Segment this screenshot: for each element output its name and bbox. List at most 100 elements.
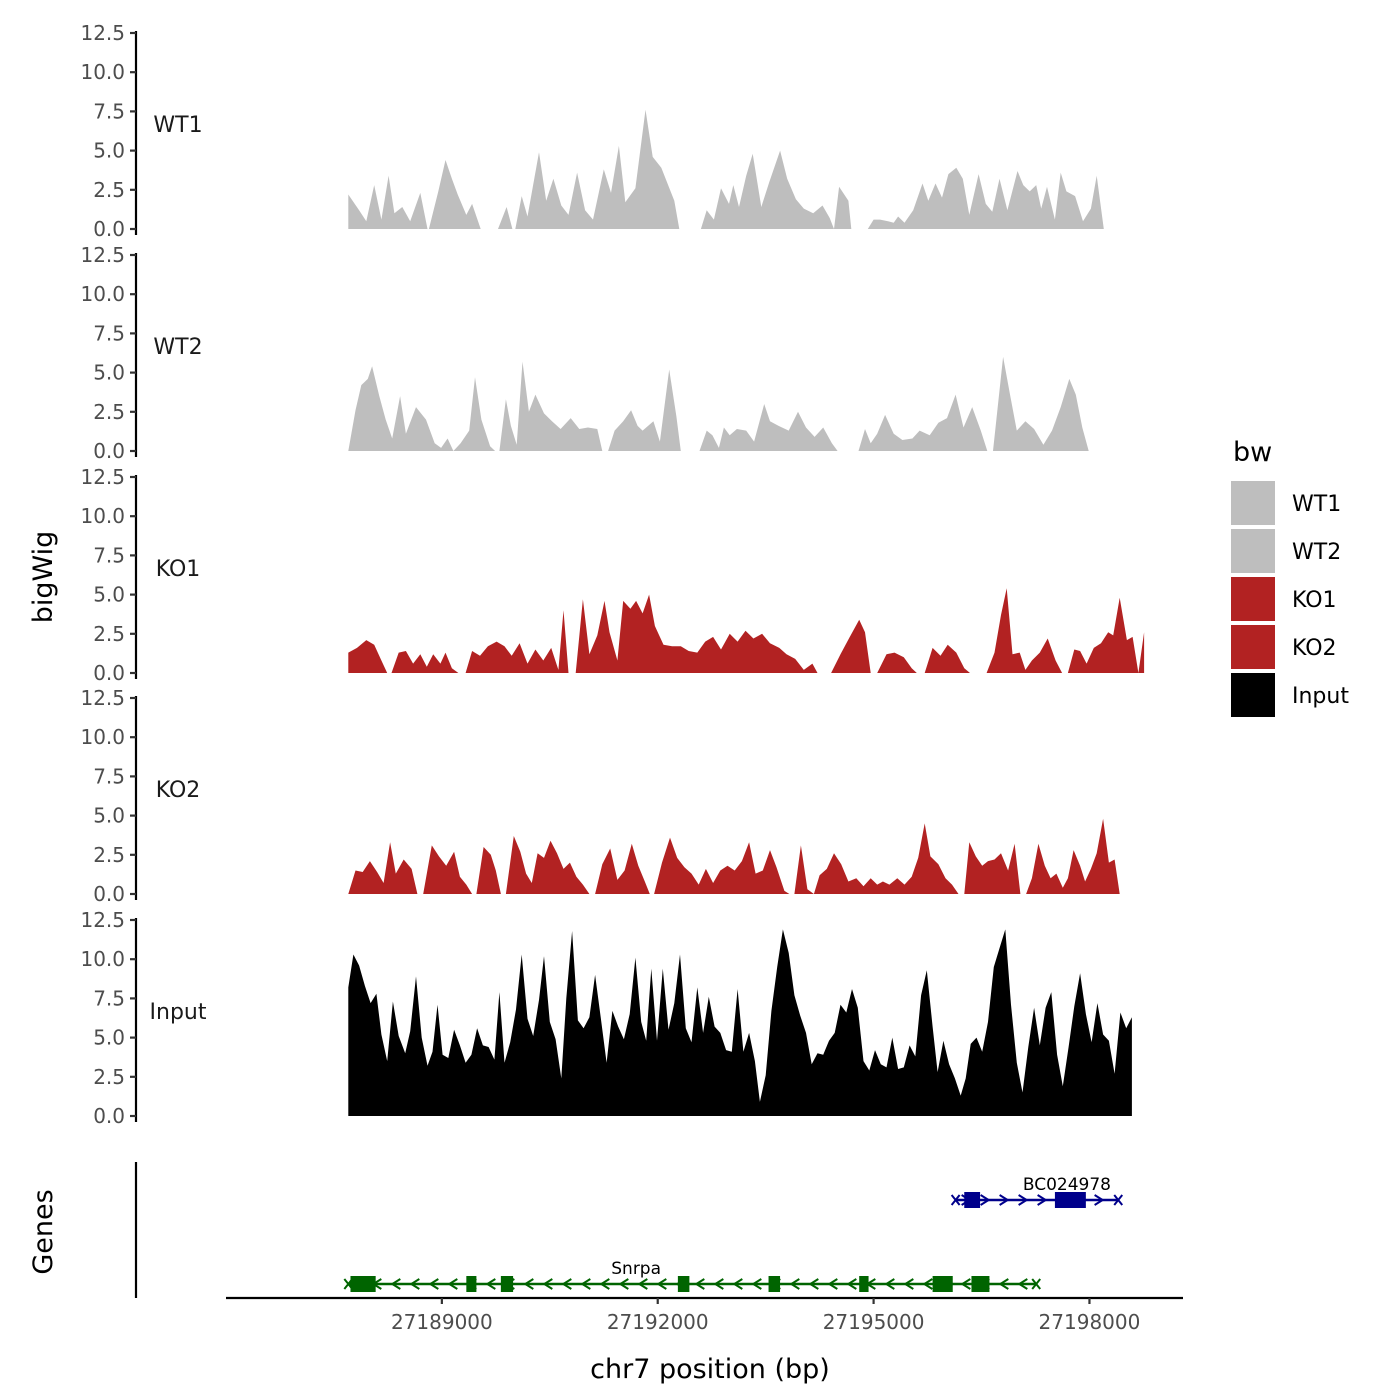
strand-arrow xyxy=(903,1278,914,1290)
x-axis: 27189000 27192000 27195000 27198000 xyxy=(226,1296,1183,1334)
strand-arrow xyxy=(428,1278,439,1290)
legend-item-ko1: KO1 xyxy=(1231,577,1337,621)
track-wt1: 0.0 2.5 5.0 7.5 10.0 12.5 WT1 xyxy=(80,21,1104,241)
strand-arrow xyxy=(409,1278,420,1290)
y-tick-label: 12.5 xyxy=(80,908,125,932)
x-tick-label: 27189000 xyxy=(391,1310,493,1334)
gene-exon xyxy=(1054,1192,1086,1208)
track-label-wt1: WT1 xyxy=(153,113,202,138)
y-tick-label: 0.0 xyxy=(93,217,125,241)
legend-title: bw xyxy=(1233,437,1272,468)
legend-label: KO1 xyxy=(1292,588,1337,613)
y-tick-label: 12.5 xyxy=(80,21,125,45)
gene-track: BC024978 Snrpa xyxy=(134,1162,1124,1298)
y-tick-label: 7.5 xyxy=(93,986,125,1010)
y-tick-label: 12.5 xyxy=(80,243,125,267)
gene-end-cap xyxy=(1113,1194,1124,1206)
legend-swatch xyxy=(1231,673,1275,717)
y-tick-label: 0.0 xyxy=(93,882,125,906)
x-tick-label: 27192000 xyxy=(607,1310,709,1334)
gene-exon xyxy=(768,1276,781,1292)
y-axis-title: bigWig xyxy=(28,531,59,624)
y-tick-label: 12.5 xyxy=(80,465,125,489)
legend-label: KO2 xyxy=(1292,636,1337,661)
strand-arrow xyxy=(846,1278,857,1290)
track-ko2: 0.0 2.5 5.0 7.5 10.0 12.5 KO2 xyxy=(80,686,1120,906)
area-ko2 xyxy=(348,818,1120,894)
gene-exon xyxy=(964,1192,981,1208)
track-input: 0.0 2.5 5.0 7.5 10.0 12.5 Input xyxy=(80,908,1132,1128)
area-input xyxy=(348,929,1132,1116)
track-label-ko2: KO2 xyxy=(156,778,201,803)
strand-arrow xyxy=(980,1194,991,1206)
x-axis-title: chr7 position (bp) xyxy=(590,1354,830,1385)
y-tick-label: 12.5 xyxy=(80,686,125,710)
strand-arrow xyxy=(884,1278,895,1290)
area-wt1 xyxy=(348,109,1104,229)
legend-swatch xyxy=(1231,577,1275,621)
y-tick-label: 2.5 xyxy=(93,622,125,646)
strand-arrow xyxy=(561,1278,572,1290)
strand-arrow xyxy=(960,1278,971,1290)
y-tick-label: 2.5 xyxy=(93,1065,125,1089)
strand-arrow xyxy=(1094,1194,1105,1206)
legend-swatch xyxy=(1231,481,1275,525)
gene-exon xyxy=(859,1276,869,1292)
gene-exon xyxy=(932,1276,953,1292)
legend-item-wt2: WT2 xyxy=(1231,529,1341,573)
y-tick-label: 7.5 xyxy=(93,321,125,345)
y-tick-label: 2.5 xyxy=(93,843,125,867)
y-tick-label: 0.0 xyxy=(93,1104,125,1128)
y-tick-label: 2.5 xyxy=(93,400,125,424)
gene-snrpa: Snrpa xyxy=(343,1259,1041,1292)
y-tick-label: 5.0 xyxy=(93,583,125,607)
y-tick-label: 10.0 xyxy=(80,282,125,306)
strand-arrow xyxy=(1037,1194,1048,1206)
legend-label: WT1 xyxy=(1292,492,1341,517)
legend-item-wt1: WT1 xyxy=(1231,481,1341,525)
y-tick-label: 7.5 xyxy=(93,543,125,567)
y-tick-label: 5.0 xyxy=(93,361,125,385)
strand-arrow xyxy=(485,1278,496,1290)
legend-item-input: Input xyxy=(1231,673,1349,717)
strand-arrow xyxy=(694,1278,705,1290)
gene-exon xyxy=(677,1276,690,1292)
y-tick-label: 10.0 xyxy=(80,60,125,84)
strand-arrow xyxy=(542,1278,553,1290)
strand-arrow xyxy=(618,1278,629,1290)
strand-arrow xyxy=(390,1278,401,1290)
strand-arrow xyxy=(998,1278,1009,1290)
strand-arrow xyxy=(999,1194,1010,1206)
y-tick-label: 10.0 xyxy=(80,947,125,971)
strand-arrow xyxy=(580,1278,591,1290)
strand-arrow xyxy=(447,1278,458,1290)
genes-axis-title: Genes xyxy=(28,1189,59,1274)
y-tick-label: 5.0 xyxy=(93,1026,125,1050)
legend: bw WT1 WT2 KO1 KO2 Input xyxy=(1231,437,1349,717)
strand-arrow xyxy=(523,1278,534,1290)
y-tick-label: 5.0 xyxy=(93,804,125,828)
gene-exon xyxy=(971,1276,990,1292)
strand-arrow xyxy=(922,1278,933,1290)
strand-arrow xyxy=(599,1278,610,1290)
legend-label: WT2 xyxy=(1292,540,1341,565)
legend-swatch xyxy=(1231,529,1275,573)
y-tick-label: 0.0 xyxy=(93,439,125,463)
x-tick-label: 27195000 xyxy=(823,1310,925,1334)
y-tick-label: 10.0 xyxy=(80,725,125,749)
y-tick-label: 2.5 xyxy=(93,178,125,202)
gene-label: BC024978 xyxy=(1023,1175,1111,1195)
y-tick-label: 5.0 xyxy=(93,139,125,163)
legend-label: Input xyxy=(1292,684,1349,709)
strand-arrow xyxy=(637,1278,648,1290)
track-label-ko1: KO1 xyxy=(156,557,201,582)
gene-exon xyxy=(466,1276,477,1292)
gene-exon xyxy=(500,1276,514,1292)
strand-arrow xyxy=(751,1278,762,1290)
x-tick-label: 27198000 xyxy=(1039,1310,1141,1334)
area-ko1 xyxy=(348,588,1145,673)
y-tick-label: 7.5 xyxy=(93,764,125,788)
gene-end-cap xyxy=(950,1194,961,1206)
strand-arrow xyxy=(713,1278,724,1290)
